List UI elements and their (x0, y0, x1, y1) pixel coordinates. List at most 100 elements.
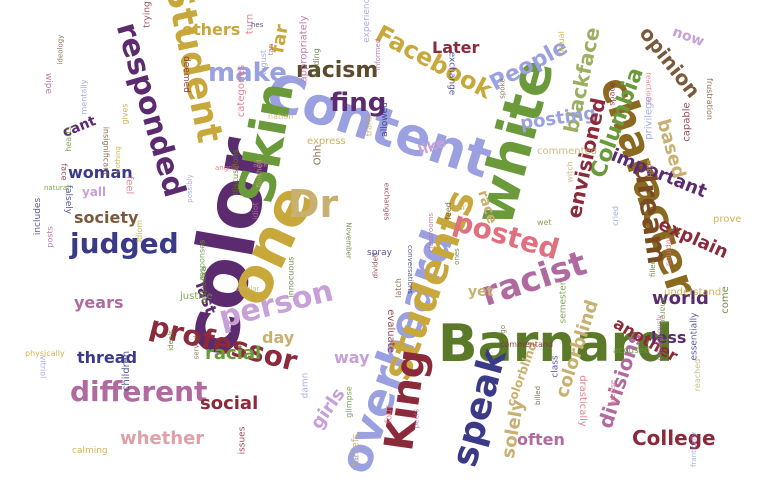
cloud-word-small: discussions (230, 149, 240, 195)
cloud-word: yall (82, 185, 107, 199)
cloud-word-small: drastically (576, 375, 588, 427)
cloud-word-small: issues (237, 426, 248, 455)
cloud-word-small: mentally (79, 79, 89, 115)
cloud-word: solely (497, 397, 529, 460)
cloud-word-small: Ohh (312, 144, 324, 166)
cloud-word: less (651, 328, 687, 347)
cloud-word-small: come (719, 286, 731, 314)
cloud-word-small: natural (44, 184, 70, 192)
cloud-word-small: exchange (446, 51, 457, 96)
cloud-word-small: virtual (556, 31, 566, 57)
cloud-word-small: cried (610, 206, 620, 226)
cloud-word: racial (205, 343, 262, 364)
cloud-word-small: tan (267, 43, 276, 56)
cloud-word-small: latch (393, 278, 403, 298)
cloud-word-small: informed (374, 38, 383, 71)
cloud-word-small: calming (72, 446, 108, 456)
cloud-word: society (74, 208, 139, 227)
cloud-word-small: commentand (500, 340, 554, 349)
cloud-word-small: trans (364, 115, 374, 137)
cloud-word-small: August (259, 50, 268, 78)
cloud-word: thread (77, 348, 138, 367)
cloud-word-small: page (645, 159, 654, 178)
cloud-word-small: damn (300, 372, 311, 399)
cloud-word-small: express (307, 136, 346, 147)
cloud-word: often (517, 430, 565, 449)
cloud-word-small: conversations (405, 245, 414, 294)
cloud-word-small: class (550, 355, 561, 378)
cloud-word-small: reached (693, 358, 703, 392)
cloud-word: whether (120, 428, 205, 449)
cloud-word: day (262, 328, 295, 347)
cloud-word-small: frustration (705, 78, 714, 120)
cloud-word: Facebook (370, 19, 497, 105)
cloud-word: Later (432, 38, 480, 57)
cloud-word-small: nation (268, 112, 294, 121)
cloud-word: yet (468, 284, 494, 300)
cloud-word-small: trying (142, 1, 153, 28)
cloud-word-small: billed (534, 385, 543, 406)
cloud-word-small: accused (613, 346, 651, 356)
cloud-word-small: physically (25, 349, 65, 358)
cloud-word-small: nothing (113, 146, 122, 173)
cloud-word-small: ask (253, 160, 269, 170)
cloud-word-small: warn (351, 448, 362, 471)
cloud-word-small: gives (120, 103, 130, 125)
cloud-word-small: wet (537, 218, 552, 227)
cloud-word-small: fear (450, 203, 466, 212)
cloud-word-small: ago (499, 324, 508, 339)
cloud-word-small: couldnt (663, 236, 673, 266)
cloud-word-small: prove (713, 214, 742, 225)
cloud-word: social (200, 393, 259, 414)
cloud-word-small: allowed (379, 102, 390, 137)
cloud-word: world (652, 288, 709, 309)
cloud-word-small: filled (649, 259, 658, 278)
cloud-word-small: semester (558, 281, 569, 324)
cloud-word: Dr (288, 182, 339, 226)
cloud-word-small: similar (236, 285, 260, 293)
cloud-word: Barnard (438, 314, 674, 374)
cloud-word: King (376, 346, 436, 454)
cloud-word-small: precise (609, 379, 618, 406)
cloud-word: way (334, 348, 370, 367)
cloud-word-small: innocuous (286, 256, 296, 298)
cloud-word-small: feel (123, 175, 135, 195)
cloud-word-small: classrooms (427, 212, 436, 253)
cloud-word-small: essentially (689, 312, 700, 361)
cloud-word-small: categories (236, 64, 248, 118)
cloud-word-small: wipe (43, 72, 54, 95)
cloud-word: College (632, 426, 716, 450)
cloud-word-small: justice (180, 291, 213, 302)
cloud-word-small: glimpse (344, 386, 354, 418)
cloud-word-small: ones (452, 248, 461, 265)
cloud-word-small: peers (412, 408, 421, 429)
cloud-word-small: includes (33, 197, 44, 236)
cloud-word-small: witch (565, 161, 575, 183)
cloud-word-small: children (121, 350, 133, 392)
cloud-word-small: served (192, 335, 201, 360)
cloud-word-small: holding (311, 48, 321, 78)
cloud-word-small: capable (681, 102, 693, 142)
cloud-word-small: ideology (56, 34, 65, 65)
cloud-word-small: vitriol (38, 355, 48, 379)
cloud-word: fing (330, 88, 387, 118)
cloud-word-small: reactions (644, 72, 653, 105)
cloud-word-small: hearts (63, 126, 73, 152)
cloud-word-small: ideals (166, 330, 175, 351)
cloud-word-small: understand (664, 287, 722, 298)
cloud-word-small: appropriately (298, 15, 310, 83)
cloud-word-small: possibly (185, 174, 194, 203)
cloud-word-small: idiot (250, 202, 260, 220)
cloud-word-small: outrageously (655, 314, 664, 361)
cloud-word-small: idiom (135, 219, 145, 243)
cloud-word-small: evaluate (384, 309, 396, 353)
cloud-word: others (182, 20, 241, 39)
cloud-word-small: experiences (361, 0, 372, 43)
cloud-word: years (74, 293, 124, 312)
cloud-word: now (670, 23, 707, 51)
cloud-word-small: insignificant (101, 126, 111, 176)
cloud-word-small: spray (367, 248, 392, 258)
cloud-word-small: commented (537, 146, 598, 157)
cloud-word: different (70, 375, 208, 408)
cloud-word: judged (70, 227, 179, 260)
